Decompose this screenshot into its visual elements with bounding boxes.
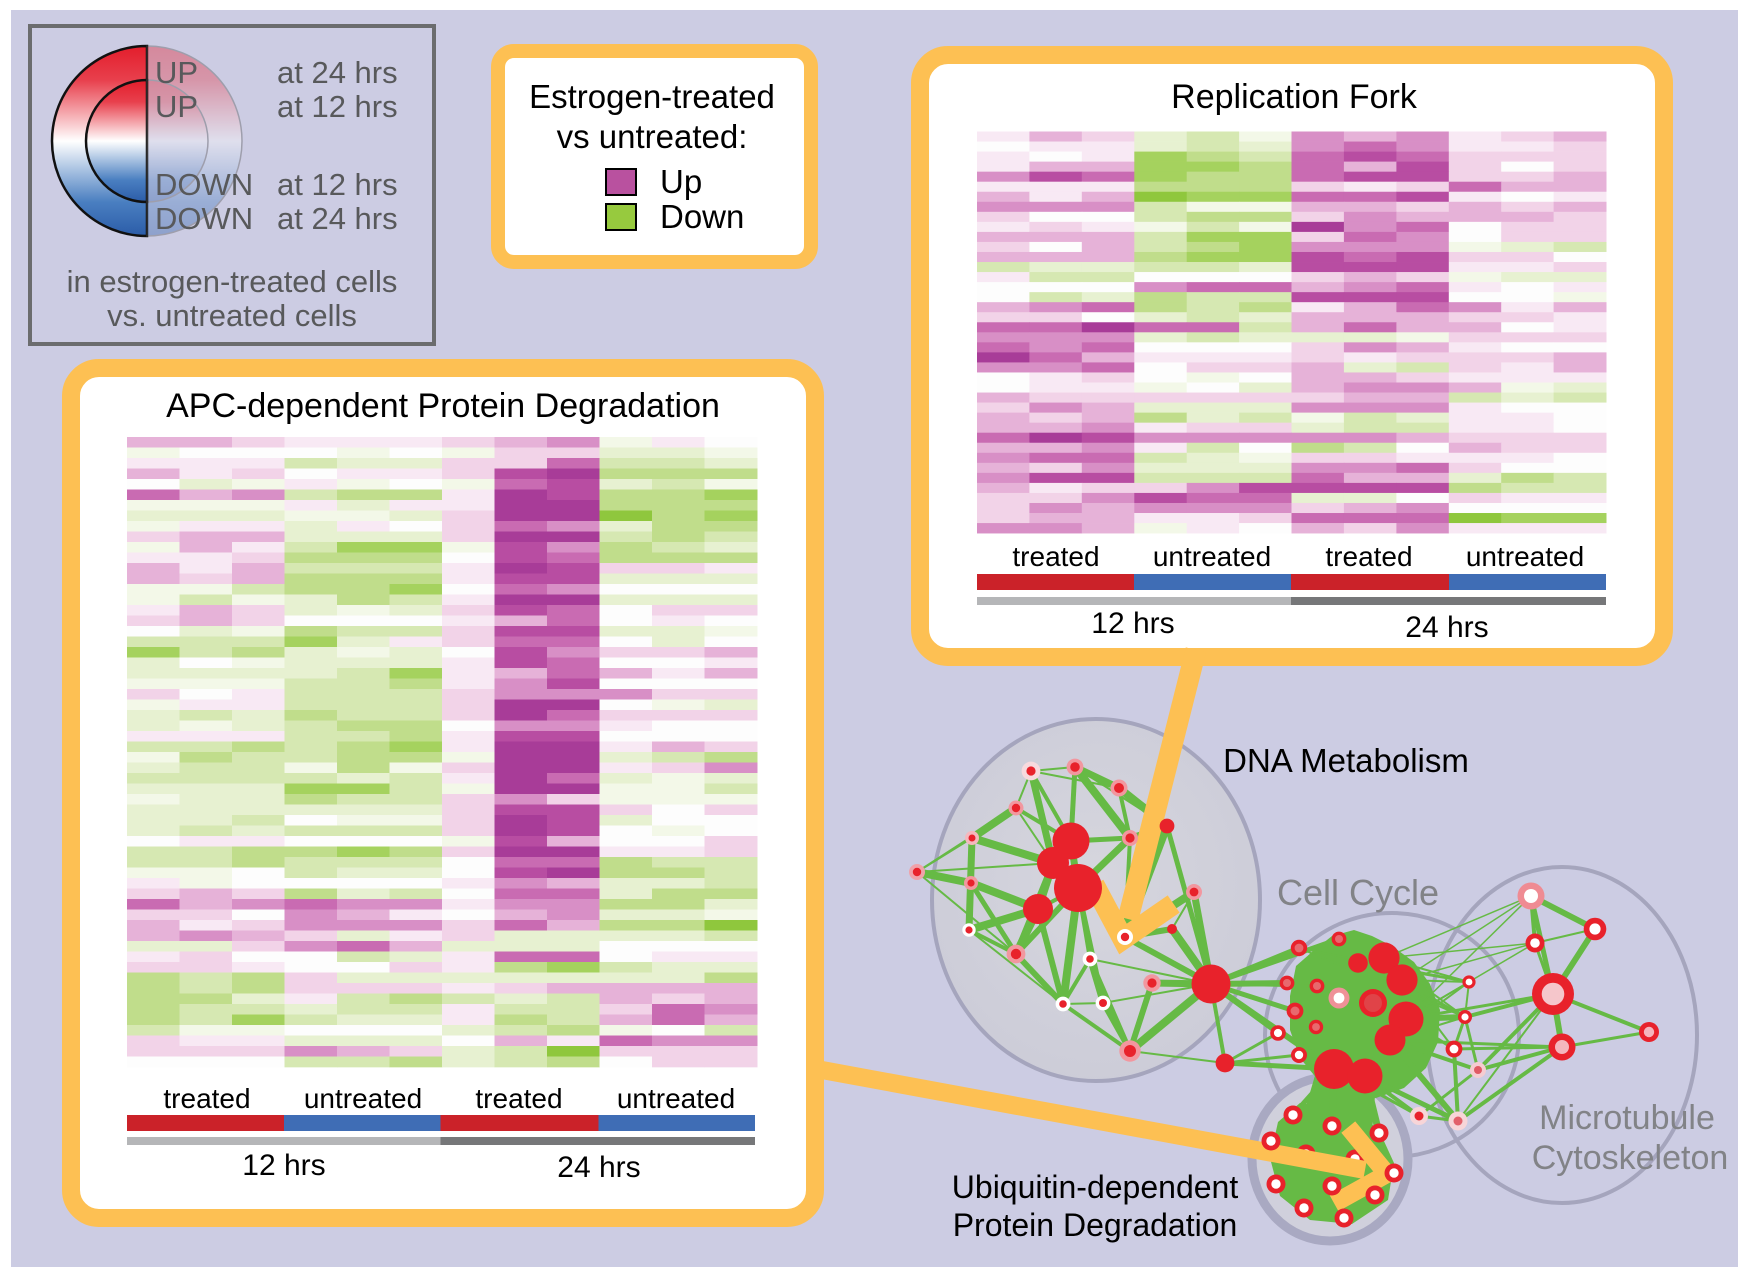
svg-text:in estrogen-treated cells: in estrogen-treated cells <box>67 264 398 299</box>
svg-text:UP: UP <box>155 89 198 124</box>
svg-text:at 24 hrs: at 24 hrs <box>277 55 398 90</box>
svg-text:Protein Degradation: Protein Degradation <box>953 1207 1238 1243</box>
svg-text:at 24 hrs: at 24 hrs <box>277 201 398 236</box>
svg-text:untreated: untreated <box>617 1083 735 1114</box>
svg-text:at 12 hrs: at 12 hrs <box>277 89 398 124</box>
svg-text:untreated: untreated <box>1153 541 1271 572</box>
svg-text:Down: Down <box>660 198 744 235</box>
svg-text:untreated: untreated <box>1466 541 1584 572</box>
svg-text:APC-dependent Protein Degradat: APC-dependent Protein Degradation <box>166 387 720 425</box>
svg-text:Estrogen-treated: Estrogen-treated <box>529 78 775 115</box>
svg-text:DOWN: DOWN <box>155 167 253 202</box>
svg-text:Ubiquitin-dependent: Ubiquitin-dependent <box>952 1169 1239 1205</box>
svg-text:24 hrs: 24 hrs <box>557 1151 640 1184</box>
svg-text:Replication Fork: Replication Fork <box>1171 78 1418 116</box>
svg-text:Cell Cycle: Cell Cycle <box>1277 872 1439 913</box>
svg-text:Microtubule: Microtubule <box>1539 1099 1715 1137</box>
svg-text:treated: treated <box>475 1083 562 1114</box>
svg-text:12 hrs: 12 hrs <box>242 1149 325 1182</box>
svg-text:Up: Up <box>660 163 702 200</box>
svg-text:untreated: untreated <box>304 1083 422 1114</box>
svg-text:treated: treated <box>163 1083 250 1114</box>
svg-text:DOWN: DOWN <box>155 201 253 236</box>
svg-text:DNA Metabolism: DNA Metabolism <box>1223 742 1469 779</box>
svg-text:UP: UP <box>155 55 198 90</box>
svg-text:vs untreated:: vs untreated: <box>557 118 748 155</box>
svg-text:treated: treated <box>1012 541 1099 572</box>
svg-text:12 hrs: 12 hrs <box>1091 607 1174 640</box>
svg-text:24 hrs: 24 hrs <box>1405 611 1488 644</box>
svg-text:at 12 hrs: at 12 hrs <box>277 167 398 202</box>
svg-text:Cytoskeleton: Cytoskeleton <box>1532 1139 1729 1177</box>
svg-text:vs. untreated cells: vs. untreated cells <box>107 298 357 333</box>
svg-text:treated: treated <box>1325 541 1412 572</box>
